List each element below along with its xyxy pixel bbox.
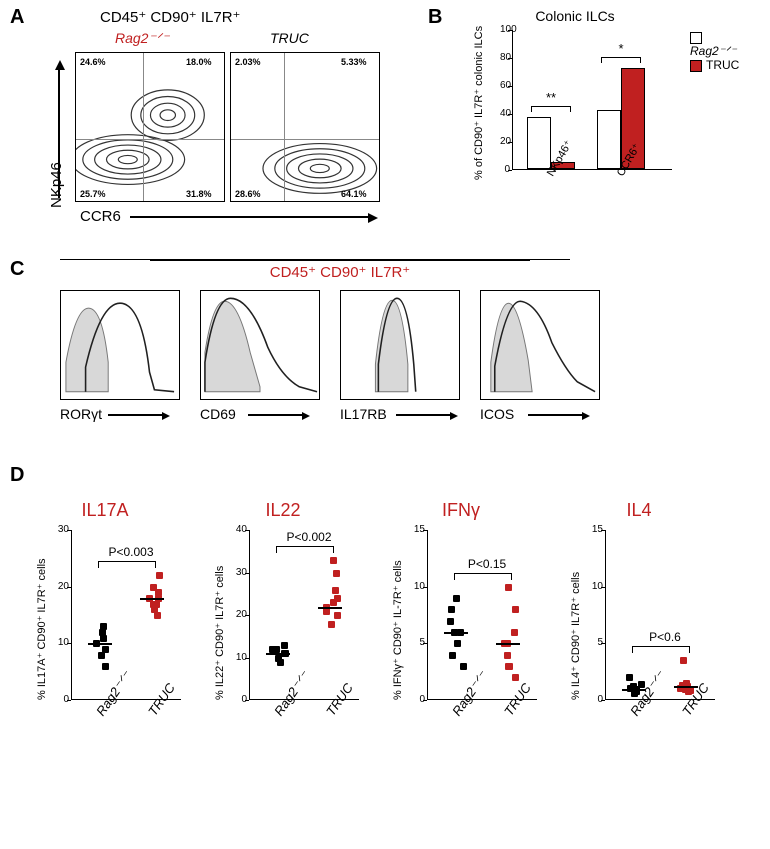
bar-chart: *** % of CD90⁺ IL7R⁺ colonic ILCs 020406…: [470, 30, 680, 210]
data-point: [334, 612, 341, 619]
facs-column-label: TRUC: [270, 30, 309, 46]
facs-contour-plot: 2.03% 5.33% 28.6% 64.1%: [230, 52, 380, 202]
data-point: [447, 618, 454, 625]
axis-arrow: [108, 414, 163, 416]
scatter-ylabel: % IL4⁺ CD90⁺ IL7R⁺ cells: [569, 572, 582, 700]
scatter-panel: IL22% IL22⁺ CD90⁺ IL7R⁺ cellsP<0.0020102…: [213, 500, 363, 800]
histogram-label: RORγt: [60, 406, 102, 422]
significance-marker: **: [531, 90, 571, 105]
data-point: [626, 674, 633, 681]
scatter-title: IFNγ: [391, 500, 531, 521]
data-point: [505, 584, 512, 591]
bar-rag2: [527, 117, 551, 169]
legend-item: Rag2⁻ᐟ⁻: [690, 30, 750, 58]
scatter-ylabel: % IFNγ⁺ CD90⁺ IL-7R⁺ cells: [391, 560, 404, 700]
data-point: [504, 652, 511, 659]
significance-marker: *: [601, 41, 641, 56]
data-point: [150, 601, 157, 608]
data-point: [100, 623, 107, 630]
histogram: [200, 290, 320, 400]
data-point: [449, 652, 456, 659]
quadrant-percent: 64.1%: [341, 189, 367, 199]
data-point: [281, 642, 288, 649]
data-point: [102, 663, 109, 670]
quadrant-percent: 25.7%: [80, 189, 106, 199]
data-point: [323, 608, 330, 615]
bar-rag2: [597, 110, 621, 169]
quadrant-percent: 28.6%: [235, 189, 261, 199]
axis-arrow: [396, 414, 451, 416]
data-point: [680, 657, 687, 664]
p-value: P<0.6: [620, 630, 710, 644]
scatter-panel: IL4% IL4⁺ CD90⁺ IL7R⁺ cellsP<0.6051015Ra…: [569, 500, 719, 800]
data-point: [100, 635, 107, 642]
axis-arrow: [248, 414, 303, 416]
data-point: [333, 570, 340, 577]
data-point: [448, 606, 455, 613]
panel-c-header: CD45⁺ CD90⁺ IL7R⁺: [150, 260, 530, 281]
quadrant-percent: 24.6%: [80, 57, 106, 67]
scatter-title: IL17A: [35, 500, 175, 521]
legend-item: TRUC: [690, 58, 750, 72]
data-point: [154, 612, 161, 619]
data-point: [330, 599, 337, 606]
bar-chart-ylabel: % of CD90⁺ IL7R⁺ colonic ILCs: [472, 26, 485, 180]
histogram: [340, 290, 460, 400]
data-point: [454, 640, 461, 647]
data-point: [277, 659, 284, 666]
axis-arrow: [528, 414, 583, 416]
data-point: [328, 621, 335, 628]
data-point: [156, 572, 163, 579]
facs-contour-plot: 24.6% 18.0% 25.7% 31.8%: [75, 52, 225, 202]
quadrant-percent: 31.8%: [186, 189, 212, 199]
histogram: [480, 290, 600, 400]
data-point: [150, 584, 157, 591]
legend: Rag2⁻ᐟ⁻TRUC: [690, 30, 750, 72]
p-value: P<0.002: [264, 530, 354, 544]
histogram: [60, 290, 180, 400]
histogram-label: ICOS: [480, 406, 514, 422]
histogram-label: CD69: [200, 406, 236, 422]
p-value: P<0.003: [86, 545, 176, 559]
histogram-label: IL17RB: [340, 406, 387, 422]
data-point: [269, 646, 276, 653]
data-point: [460, 663, 467, 670]
data-point: [98, 652, 105, 659]
data-point: [453, 595, 460, 602]
scatter-title: IL22: [213, 500, 353, 521]
data-point: [330, 557, 337, 564]
quadrant-percent: 2.03%: [235, 57, 261, 67]
scatter-ylabel: % IL22⁺ CD90⁺ IL7R⁺ cells: [213, 566, 226, 700]
facs-column-label: Rag2⁻ᐟ⁻: [115, 30, 169, 47]
scatter-panel: IL17A% IL17A⁺ CD90⁺ IL7R⁺ cellsP<0.00301…: [35, 500, 185, 800]
scatter-title: IL4: [569, 500, 709, 521]
scatter-ylabel: % IL17A⁺ CD90⁺ IL7R⁺ cells: [35, 558, 48, 700]
quadrant-percent: 18.0%: [186, 57, 212, 67]
data-point: [511, 629, 518, 636]
panel-a-label: A: [10, 6, 24, 29]
data-point: [332, 587, 339, 594]
quadrant-percent: 5.33%: [341, 57, 367, 67]
x-axis-label: CCR6: [80, 208, 121, 225]
y-axis-label: NKp46: [48, 162, 65, 208]
scatter-panel: IFNγ% IFNγ⁺ CD90⁺ IL-7R⁺ cellsP<0.150510…: [391, 500, 541, 800]
x-axis-arrow: [130, 216, 370, 218]
panel-d-label: D: [10, 464, 24, 487]
data-point: [512, 674, 519, 681]
panel-a-header: CD45⁺ CD90⁺ IL7R⁺: [100, 8, 240, 26]
panel-c-label: C: [10, 258, 24, 281]
data-point: [505, 663, 512, 670]
data-point: [512, 606, 519, 613]
p-value: P<0.15: [442, 557, 532, 571]
panel-b-title: Colonic ILCs: [470, 8, 680, 24]
panel-b: Colonic ILCs *** % of CD90⁺ IL7R⁺ coloni…: [440, 8, 750, 204]
